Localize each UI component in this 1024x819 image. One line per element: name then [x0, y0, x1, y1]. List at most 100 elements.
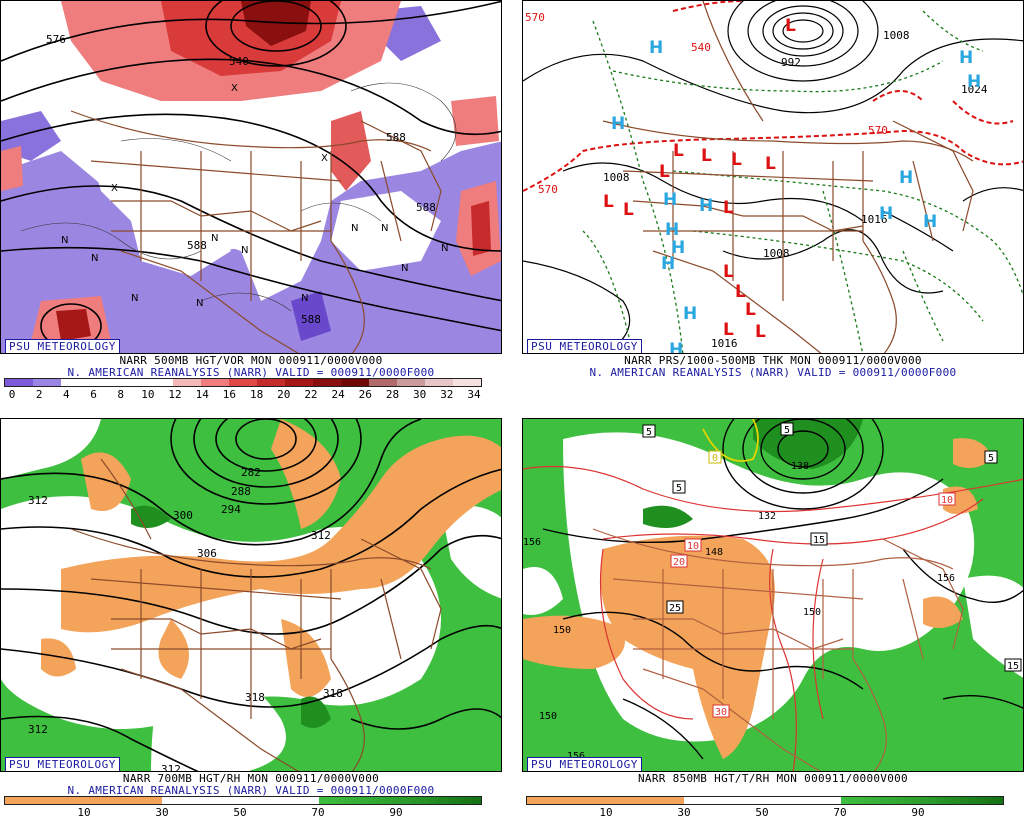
svg-text:N: N	[131, 293, 138, 304]
svg-text:L: L	[603, 192, 614, 212]
thickness-label: 570	[525, 11, 545, 24]
svg-text:H: H	[899, 168, 913, 188]
map-caption: NARR 700MB HGT/RH MON 000911/0000V000	[122, 772, 380, 785]
colorbar-tick-label: 12	[168, 388, 182, 401]
contour-label: 312	[28, 723, 48, 736]
colorbar-tick-label: 32	[440, 388, 454, 401]
contour-label: 148	[705, 547, 723, 558]
panel-850mb-t-rh: 5 5 5 5 0 132 138 10 10 20 148 15 25 150…	[522, 418, 1024, 819]
colorbar-tick-label: 50	[233, 806, 247, 819]
contour-label: 10	[941, 495, 953, 506]
svg-text:N: N	[211, 233, 218, 244]
contour-label: 588	[187, 239, 207, 252]
panel-700mb-rh: 312 282 288 294 300 306 312 318 318 312 …	[0, 418, 502, 819]
map-caption: NARR PRS/1000-500MB THK MON 000911/0000V…	[624, 354, 922, 367]
thickness-label: 540	[691, 41, 711, 54]
contour-label: 300	[173, 509, 193, 522]
svg-text:X: X	[231, 83, 238, 94]
isobar-label: 992	[781, 56, 801, 69]
isobar-label: 1016	[711, 337, 738, 350]
contour-label: 150	[803, 607, 821, 618]
map-subcaption: N. AMERICAN REANALYSIS (NARR) VALID = 00…	[589, 366, 957, 379]
contour-label: 282	[241, 466, 261, 479]
contour-label: 588	[416, 201, 436, 214]
map-caption: NARR 850MB HGT/T/RH MON 000911/0000V000	[638, 772, 908, 785]
map-pressure-svg: 570 540 570 570 1008 992 1024 1008 1008 …	[523, 1, 1023, 354]
thickness-label: 570	[538, 183, 558, 196]
colorbar-tick-label: 70	[833, 806, 847, 819]
contour-label: 30	[715, 707, 727, 718]
colorbar-tick-label: 16	[222, 388, 237, 401]
contour-label: 588	[301, 313, 321, 326]
contour-label: 318	[245, 691, 265, 704]
colorbar-tick-label: 14	[195, 388, 209, 401]
map-subcaption: N. AMERICAN REANALYSIS (NARR) VALID = 00…	[67, 366, 435, 379]
colorbar-tick-label: 34	[467, 388, 481, 401]
thickness-label: 570	[868, 124, 888, 137]
contour-label: 132	[758, 511, 776, 522]
svg-text:N: N	[241, 245, 248, 256]
colorbar-tick-label: 70	[311, 806, 325, 819]
svg-text:N: N	[61, 235, 68, 246]
svg-text:N: N	[401, 263, 408, 274]
svg-text:N: N	[441, 243, 448, 254]
contour-label: 5	[784, 425, 790, 436]
colorbar-tick-label: 90	[389, 806, 403, 819]
svg-text:N: N	[91, 253, 98, 264]
contour-label: 156	[523, 537, 541, 548]
colorbar-tick-label: 10	[141, 388, 155, 401]
svg-text:H: H	[699, 196, 713, 216]
contour-label: 576	[46, 33, 66, 46]
colorbar-tick-label: 50	[755, 806, 769, 819]
colorbar-tick-label: 4	[63, 388, 70, 401]
colorbar-tick-label: 10	[77, 806, 91, 819]
isobar-label: 1008	[603, 171, 630, 184]
map-850mb-svg: 5 5 5 5 0 132 138 10 10 20 148 15 25 150…	[523, 419, 1023, 771]
svg-text:H: H	[649, 38, 663, 58]
source-badge: PSU METEOROLOGY	[527, 339, 642, 353]
svg-text:L: L	[723, 262, 734, 282]
contour-label: 306	[197, 547, 217, 560]
colorbar-tick-label: 8	[117, 388, 125, 401]
map-850mb: 5 5 5 5 0 132 138 10 10 20 148 15 25 150…	[522, 418, 1024, 772]
isobar-label: 1008	[883, 29, 910, 42]
svg-text:L: L	[735, 282, 746, 302]
svg-text:X: X	[321, 153, 328, 164]
colorbar-tick-label: 90	[911, 806, 925, 819]
panel-pressure-thickness: 570 540 570 570 1008 992 1024 1008 1008 …	[522, 0, 1024, 400]
svg-text:L: L	[745, 300, 756, 320]
colorbar-tick-label: 10	[599, 806, 613, 819]
svg-text:L: L	[701, 146, 712, 166]
contour-label: 138	[791, 461, 809, 472]
colorbar-tick-label: 30	[155, 806, 169, 819]
svg-text:H: H	[669, 340, 683, 354]
isobar-label: 1008	[763, 247, 790, 260]
contour-label: 150	[539, 711, 557, 722]
svg-text:L: L	[673, 141, 684, 161]
colorbar-tick-label: 22	[304, 388, 318, 401]
contour-label: 156	[937, 573, 955, 584]
map-pressure: 570 540 570 570 1008 992 1024 1008 1008 …	[522, 0, 1024, 354]
svg-text:H: H	[959, 48, 973, 68]
colorbar-tick-label: 18	[249, 388, 264, 401]
contour-label: 540	[229, 55, 249, 68]
contour-label: 5	[988, 453, 994, 464]
colorbar-tick-label: 2	[35, 388, 43, 401]
svg-text:H: H	[923, 212, 937, 232]
source-badge: PSU METEOROLOGY	[527, 757, 642, 771]
contour-label: 20	[673, 557, 685, 568]
contour-label: 288	[231, 485, 251, 498]
colorbar-tick-label: 24	[331, 388, 345, 401]
svg-text:L: L	[765, 154, 776, 174]
svg-text:X: X	[111, 183, 118, 194]
svg-text:H: H	[611, 114, 625, 134]
svg-text:L: L	[755, 322, 766, 342]
contour-label: 156	[567, 751, 585, 762]
map-caption: NARR 500MB HGT/VOR MON 000911/0000V000	[119, 354, 383, 367]
vorticity-colorbar	[4, 378, 482, 387]
svg-text:H: H	[663, 190, 677, 210]
colorbar-tick-label: 30	[413, 388, 427, 401]
contour-label: 312	[311, 529, 331, 542]
